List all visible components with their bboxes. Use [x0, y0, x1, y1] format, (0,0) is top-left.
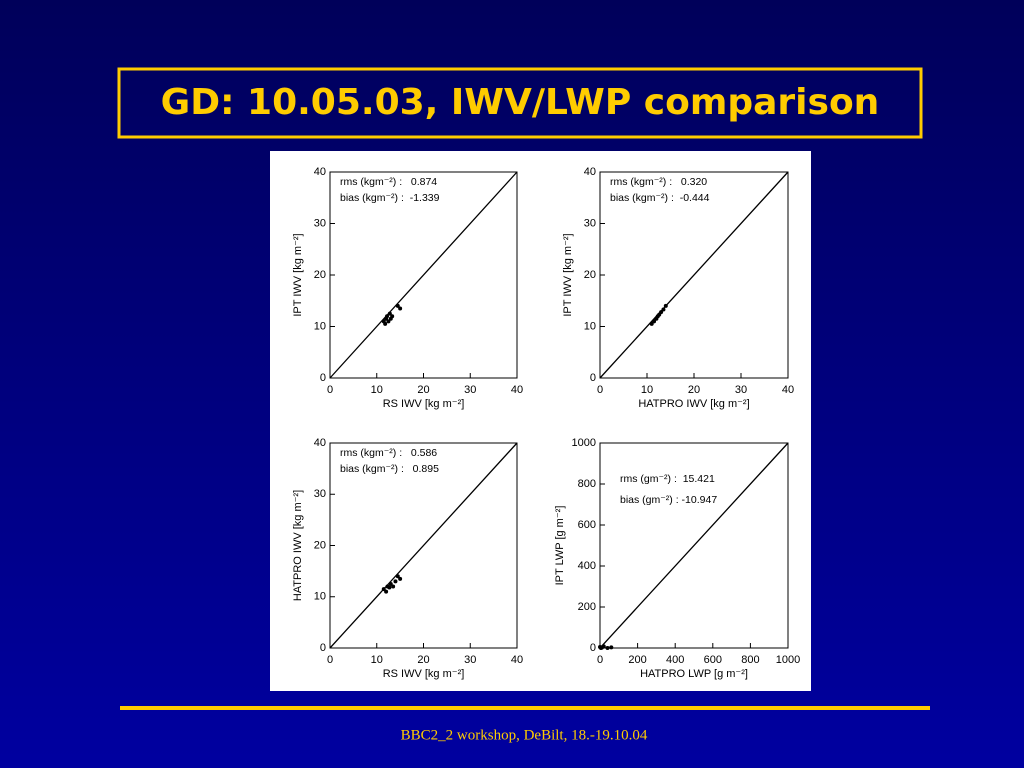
point	[390, 314, 395, 319]
x-tick-label: 20	[688, 384, 700, 396]
point	[385, 314, 390, 319]
x-tick-label: 0	[327, 384, 333, 396]
y-tick-label: 200	[578, 601, 596, 613]
x-tick-label: 0	[597, 384, 603, 396]
plot-frame	[599, 442, 789, 649]
x-tick-label: 30	[464, 654, 476, 666]
y-tick-label: 40	[314, 166, 326, 178]
y-tick-label: 800	[578, 478, 596, 490]
stat-annotation: bias (kgm⁻²) : 0.895	[340, 463, 439, 475]
y-tick-label: 0	[590, 372, 596, 384]
x-tick-label: 0	[597, 654, 603, 666]
point	[381, 587, 386, 592]
figure-panel	[270, 151, 811, 691]
x-tick-label: 30	[464, 384, 476, 396]
x-tick-label: 40	[511, 384, 523, 396]
x-tick-label: 40	[511, 654, 523, 666]
footer: BBC2_2 workshop, DeBilt, 18.-19.10.04	[401, 727, 648, 743]
y-tick-label: 400	[578, 560, 596, 572]
x-tick-label: 400	[666, 654, 684, 666]
y-tick-label: 30	[584, 217, 596, 229]
y-tick-label: 20	[314, 539, 326, 551]
stat-annotation: bias (gm⁻²) : -10.947	[620, 494, 717, 506]
one-to-one-line	[329, 171, 518, 379]
x-tick-label: 600	[704, 654, 722, 666]
point	[649, 321, 654, 326]
y-tick-label: 30	[314, 217, 326, 229]
point	[601, 644, 606, 649]
y-tick-label: 10	[314, 591, 326, 603]
one-to-one-line	[329, 442, 518, 649]
y-tick-label: 40	[314, 437, 326, 449]
one-to-one-line	[599, 442, 789, 649]
x-axis-label: HATPRO IWV [kg m⁻²]	[638, 398, 749, 410]
y-tick-label: 0	[320, 372, 326, 384]
y-axis-label: HATPRO IWV [kg m⁻²]	[292, 490, 304, 601]
slide-title: GD: 10.05.03, IWV/LWP comparison	[161, 82, 880, 123]
x-tick-label: 10	[641, 384, 653, 396]
y-tick-label: 20	[584, 269, 596, 281]
point	[383, 321, 388, 326]
point	[659, 310, 664, 315]
y-tick-label: 20	[314, 269, 326, 281]
y-tick-label: 1000	[572, 437, 596, 449]
y-axis-label: IPT IWV [kg m⁻²]	[562, 233, 574, 316]
point	[652, 319, 657, 324]
point	[398, 306, 403, 311]
x-tick-label: 0	[327, 654, 333, 666]
x-tick-label: 1000	[776, 654, 800, 666]
point	[387, 585, 392, 590]
point	[386, 319, 391, 324]
x-tick-label: 800	[741, 654, 759, 666]
x-tick-label: 20	[417, 654, 429, 666]
y-axis-label: IPT IWV [kg m⁻²]	[292, 233, 304, 316]
title-box	[117, 67, 923, 139]
x-axis-label: RS IWV [kg m⁻²]	[383, 398, 465, 410]
y-tick-label: 600	[578, 519, 596, 531]
x-tick-label: 10	[371, 384, 383, 396]
y-tick-label: 0	[590, 642, 596, 654]
stat-annotation: bias (kgm⁻²) : -1.339	[340, 192, 440, 204]
x-tick-label: 20	[417, 384, 429, 396]
point	[398, 576, 403, 581]
x-tick-label: 10	[371, 654, 383, 666]
one-to-one-line	[599, 171, 789, 379]
stat-annotation: rms (gm⁻²) : 15.421	[620, 473, 715, 485]
point	[663, 303, 668, 308]
point	[393, 579, 398, 584]
point	[605, 646, 610, 650]
x-tick-label: 200	[628, 654, 646, 666]
stat-annotation: rms (kgm⁻²) : 0.874	[340, 176, 437, 188]
point	[388, 581, 393, 586]
y-tick-label: 10	[584, 320, 596, 332]
stat-annotation: rms (kgm⁻²) : 0.320	[610, 176, 707, 188]
point	[387, 311, 392, 316]
y-tick-label: 10	[314, 320, 326, 332]
y-axis-label: IPT LWP [g m⁻²]	[554, 506, 566, 586]
stat-annotation: bias (kgm⁻²) : -0.444	[610, 192, 710, 204]
y-tick-label: 30	[314, 488, 326, 500]
point	[395, 303, 400, 308]
point	[384, 589, 389, 594]
point	[661, 307, 666, 312]
stat-annotation: rms (kgm⁻²) : 0.586	[340, 447, 437, 459]
x-tick-label: 30	[735, 384, 747, 396]
x-axis-label: RS IWV [kg m⁻²]	[383, 668, 465, 680]
x-axis-label: HATPRO LWP [g m⁻²]	[640, 668, 748, 680]
point	[391, 584, 396, 589]
point	[395, 574, 400, 579]
point	[609, 645, 614, 650]
y-tick-label: 0	[320, 642, 326, 654]
y-tick-label: 40	[584, 166, 596, 178]
x-tick-label: 40	[782, 384, 794, 396]
